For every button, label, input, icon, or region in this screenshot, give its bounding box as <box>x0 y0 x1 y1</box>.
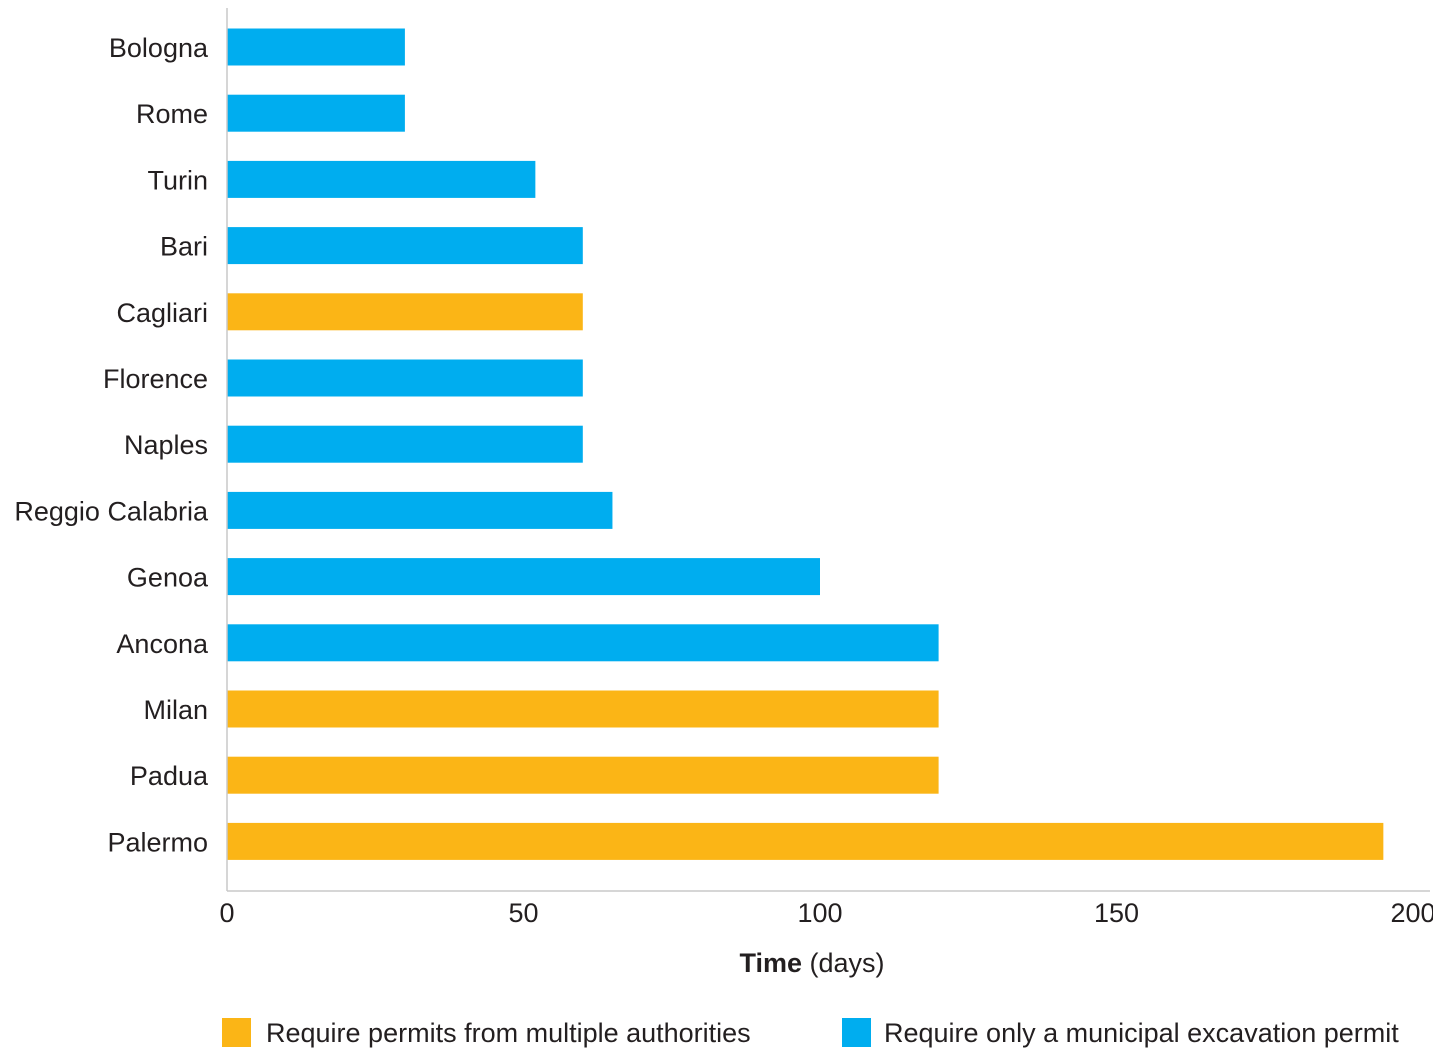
x-tick-label-0: 0 <box>219 898 234 928</box>
x-tick-label-50: 50 <box>508 898 538 928</box>
category-label-palermo: Palermo <box>107 827 208 857</box>
category-label-naples: Naples <box>124 430 208 460</box>
category-label-cagliari: Cagliari <box>116 298 208 328</box>
bar-bologna <box>227 28 405 66</box>
bar-reggio-calabria <box>227 491 613 529</box>
legend: Require permits from multiple authoritie… <box>222 1018 1399 1048</box>
category-label-rome: Rome <box>136 99 208 129</box>
bar-bari <box>227 227 583 265</box>
category-labels: Bologna Rome Turin Bari Cagliari Florence Napl… <box>14 33 209 857</box>
bar-naples <box>227 425 583 463</box>
x-tick-labels: 0 50 100 150 200 <box>219 898 1433 928</box>
legend-swatch-multiple <box>222 1018 251 1047</box>
category-label-florence: Florence <box>103 364 208 394</box>
bar-genoa <box>227 558 820 596</box>
legend-label-municipal: Require only a municipal excavation perm… <box>884 1018 1399 1048</box>
category-label-milan: Milan <box>143 695 208 725</box>
x-tick-label-150: 150 <box>1094 898 1139 928</box>
legend-label-multiple: Require permits from multiple authoritie… <box>266 1018 751 1048</box>
bar-turin <box>227 160 536 198</box>
category-label-padua: Padua <box>130 761 209 791</box>
x-tick-label-100: 100 <box>797 898 842 928</box>
legend-swatch-municipal <box>842 1018 871 1047</box>
bar-milan <box>227 690 939 728</box>
category-label-genoa: Genoa <box>127 563 209 593</box>
bar-rome <box>227 94 405 132</box>
x-axis-title-main: Time <box>739 948 802 978</box>
category-label-turin: Turin <box>147 165 208 195</box>
bar-ancona <box>227 624 939 662</box>
bars <box>227 28 1384 860</box>
x-axis-title-unit: (days) <box>802 948 885 978</box>
x-axis-title: Time (days) <box>739 948 884 978</box>
bar-palermo <box>227 822 1384 860</box>
category-label-bari: Bari <box>160 232 208 262</box>
category-label-bologna: Bologna <box>109 33 209 63</box>
bar-florence <box>227 359 583 397</box>
bar-cagliari <box>227 293 583 331</box>
x-tick-label-200: 200 <box>1390 898 1433 928</box>
category-label-reggio-calabria: Reggio Calabria <box>14 496 209 526</box>
category-label-ancona: Ancona <box>116 629 209 659</box>
bar-padua <box>227 756 939 794</box>
